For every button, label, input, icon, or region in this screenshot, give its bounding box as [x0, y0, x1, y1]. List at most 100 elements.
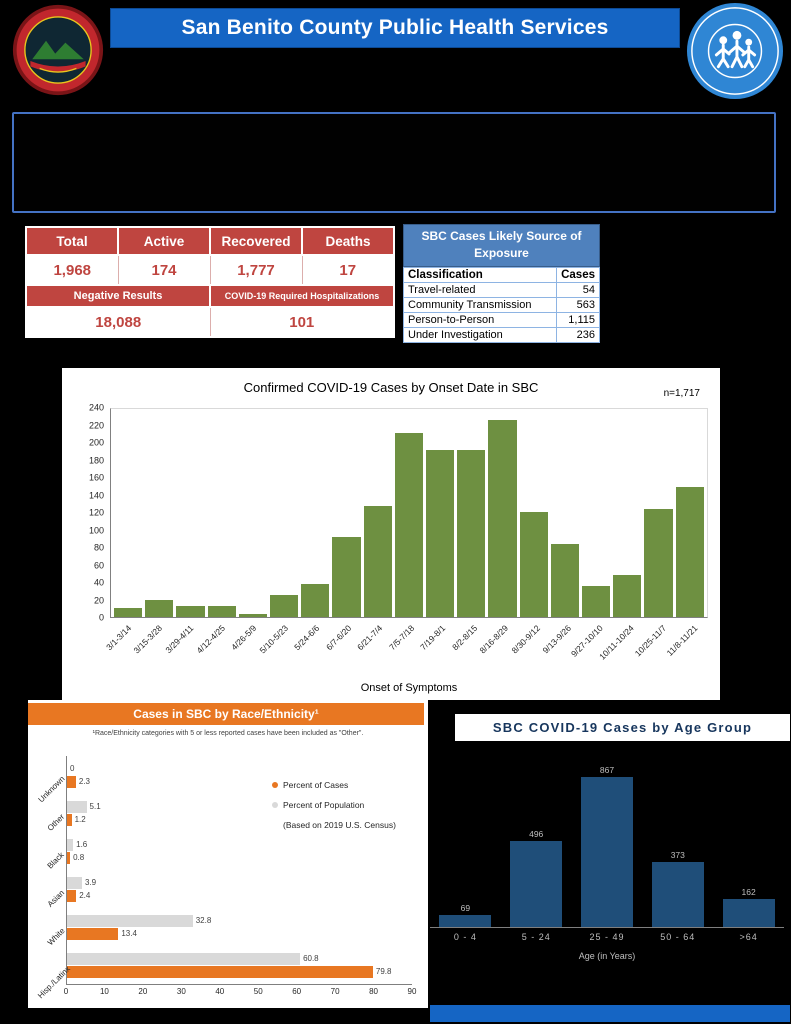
- stats-header-recovered: Recovered: [209, 226, 303, 256]
- onset-x-tick: 7/19-8/1: [418, 620, 456, 676]
- race-group: White 32.8 13.4: [45, 908, 412, 947]
- stats-value-negative-results: 18,088: [25, 306, 211, 338]
- onset-bar: [301, 583, 330, 617]
- onset-y-tick-label: 200: [88, 437, 104, 448]
- onset-bar: [238, 613, 268, 617]
- exposure-cases-count: 1,115: [556, 311, 600, 328]
- race-groups: Unknown 0 2.3 Other 5.1 1.2 Black 1.6 0.8 Asian 3.…: [36, 756, 412, 1000]
- onset-bar: [519, 512, 548, 617]
- stats-header-active: Active: [117, 226, 211, 256]
- exposure-col-classification: Classification: [402, 266, 558, 283]
- page-title: San Benito County Public Health Services: [181, 16, 609, 39]
- race-category-label: Hisp./Latinx: [36, 964, 72, 1001]
- stats-header-hospitalizations: COVID-19 Required Hospitalizations: [209, 284, 395, 308]
- onset-x-tick: 6/7-6/20: [324, 620, 361, 676]
- race-x-tick-label: 90: [407, 987, 417, 996]
- race-chart-title: Cases in SBC by Race/Ethnicity¹: [28, 703, 424, 725]
- exposure-classification: Community Transmission: [402, 296, 558, 313]
- age-bar-value: 373: [670, 850, 685, 861]
- exposure-table-title: SBC Cases Likely Source of Exposure: [403, 224, 600, 267]
- race-bar-value: 1.6: [76, 839, 88, 849]
- race-population-row: 32.8: [67, 914, 412, 927]
- stats-value-recovered: 1,777: [209, 254, 303, 286]
- age-chart-panel: SBC COVID-19 Cases by Age Group 69 496 867…: [428, 714, 790, 1008]
- race-cases-row: 79.8: [67, 965, 412, 978]
- race-group: Other 5.1 1.2: [46, 794, 412, 833]
- exposure-body: Travel-related 54 Community Transmission 56…: [402, 281, 600, 343]
- race-population-row: 60.8: [67, 952, 412, 965]
- onset-bars: [111, 409, 707, 617]
- race-legend: Percent of Cases Percent of Population (…: [272, 780, 396, 830]
- age-bar-value: 69: [460, 903, 471, 914]
- race-chart-footnote: ¹Race/Ethnicity categories with 5 or les…: [92, 730, 364, 737]
- race-population-row: 0: [67, 762, 412, 775]
- notice-box: [12, 112, 776, 213]
- stats-value-active: 174: [117, 254, 211, 286]
- race-population-bar: [67, 952, 301, 965]
- age-bar-slot: 162: [713, 887, 784, 927]
- race-x-axis: 0 10 20 30 40 50 60 70 80 90: [63, 985, 417, 999]
- footer-accent-bar: [430, 1005, 790, 1022]
- race-category-label: White: [45, 926, 67, 948]
- race-chart-panel: Cases in SBC by Race/Ethnicity¹ ¹Race/Et…: [28, 700, 428, 1008]
- onset-y-tick-label: 40: [93, 577, 104, 588]
- race-cases-bar: [67, 965, 373, 978]
- race-category-label: Unknown: [36, 774, 67, 805]
- race-x-tick-label: 40: [215, 987, 225, 996]
- stats-value-deaths: 17: [301, 254, 395, 286]
- onset-y-tick-label: 240: [88, 402, 104, 413]
- stats-header-deaths: Deaths: [301, 226, 395, 256]
- age-bar: [510, 841, 563, 927]
- race-cases-bar: [67, 927, 119, 940]
- age-category-label: 5 - 24: [521, 932, 551, 942]
- onset-x-tick-label: 3/1-3/14: [103, 623, 133, 653]
- age-bar-value: 162: [741, 886, 756, 897]
- onset-chart: 0 20 40 60 80 100 120 140 160 180 200 220 240 3/1-3/…: [74, 403, 710, 698]
- age-bar: [722, 898, 775, 927]
- cases-legend-marker-icon: [272, 782, 278, 788]
- race-group: Hisp./Latinx 60.8 79.8: [36, 946, 412, 1000]
- onset-x-tick: 11/8-11/21: [664, 620, 707, 676]
- onset-bar: [644, 509, 673, 617]
- race-category-label: Black: [45, 850, 67, 871]
- exposure-row: Person-to-Person 1,115: [402, 311, 600, 328]
- race-x-tick-label: 30: [176, 987, 186, 996]
- case-summary-table: Total Active Recovered Deaths 1,968 174 …: [25, 226, 395, 338]
- age-bar-value: 867: [599, 765, 615, 775]
- onset-plot-area: [110, 408, 708, 618]
- race-bar-value: 0.8: [73, 852, 85, 862]
- onset-y-tick-label: 140: [88, 490, 104, 500]
- race-population-bar: [67, 876, 82, 889]
- age-bars: 69 496 867 373 162: [430, 758, 784, 928]
- age-x-axis-title: Age (in Years): [578, 951, 636, 961]
- race-category-label: Asian: [45, 888, 67, 909]
- onset-chart-panel: Confirmed COVID-19 Cases by Onset Date i…: [62, 368, 720, 700]
- exposure-row: Under Investigation 236: [402, 326, 600, 343]
- onset-y-tick-label: 80: [93, 542, 104, 553]
- age-bar-value: 496: [529, 829, 544, 840]
- onset-y-tick-label: 20: [93, 595, 104, 605]
- onset-bar: [114, 608, 143, 617]
- public-health-logo-icon: [686, 2, 784, 100]
- stats-value-total: 1,968: [25, 254, 119, 286]
- race-x-tick-label: 0: [63, 987, 69, 996]
- age-bar-slot: 69: [430, 903, 501, 927]
- onset-bar: [675, 486, 704, 617]
- onset-x-axis: 3/1-3/14 3/15-3/28 3/29-4/11 4/12-4/25 4/26-…: [104, 620, 708, 676]
- race-group: Unknown 0 2.3: [36, 756, 412, 804]
- race-bar-value: 2.4: [79, 890, 91, 900]
- race-bar-value: 60.8: [303, 953, 319, 963]
- onset-bar: [332, 536, 361, 617]
- onset-bar: [457, 449, 486, 617]
- race-category-label: Other: [45, 812, 67, 833]
- race-bar-value: 5.1: [89, 801, 101, 811]
- county-seal-icon: [12, 4, 104, 96]
- race-population-bar: [67, 914, 193, 927]
- onset-y-tick-label: 180: [88, 455, 104, 465]
- onset-y-axis: 0 20 40 60 80 100 120 140 160 180 200 220 240: [74, 403, 108, 622]
- onset-bar: [582, 586, 611, 617]
- onset-y-tick-label: 120: [88, 507, 104, 518]
- stats-header-negative-results: Negative Results: [25, 284, 211, 308]
- race-cases-row: 1.2: [67, 813, 412, 826]
